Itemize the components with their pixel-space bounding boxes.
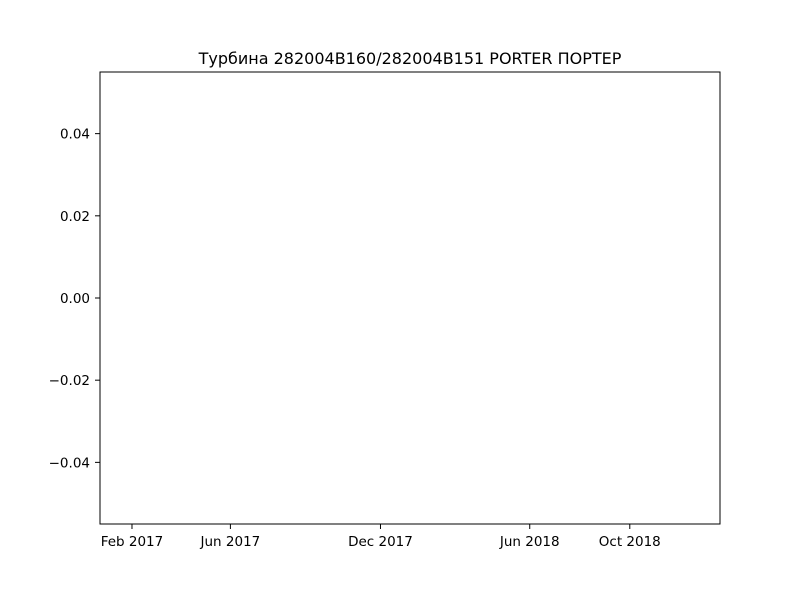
y-tick-label: 0.00 — [60, 291, 90, 307]
y-tick-label: −0.04 — [49, 455, 90, 471]
x-axis: Feb 2017 Jun 2017 Dec 2017 Jun 2018 Oct 2018 — [101, 524, 661, 550]
x-tick-label: Oct 2018 — [599, 534, 661, 550]
x-tick-label: Jun 2018 — [499, 534, 560, 550]
y-tick-label: 0.02 — [60, 209, 90, 225]
y-tick-label: −0.02 — [49, 373, 90, 389]
y-axis: 0.04 0.02 0.00 −0.02 −0.04 — [49, 127, 100, 471]
chart-title: Турбина 282004B160/282004B151 PORTER ПОР… — [198, 49, 622, 68]
x-tick-label: Dec 2017 — [348, 534, 413, 550]
x-tick-label: Jun 2017 — [200, 534, 261, 550]
y-tick-label: 0.04 — [60, 127, 90, 143]
axes-frame — [99, 71, 721, 525]
x-tick-label: Feb 2017 — [101, 534, 164, 550]
